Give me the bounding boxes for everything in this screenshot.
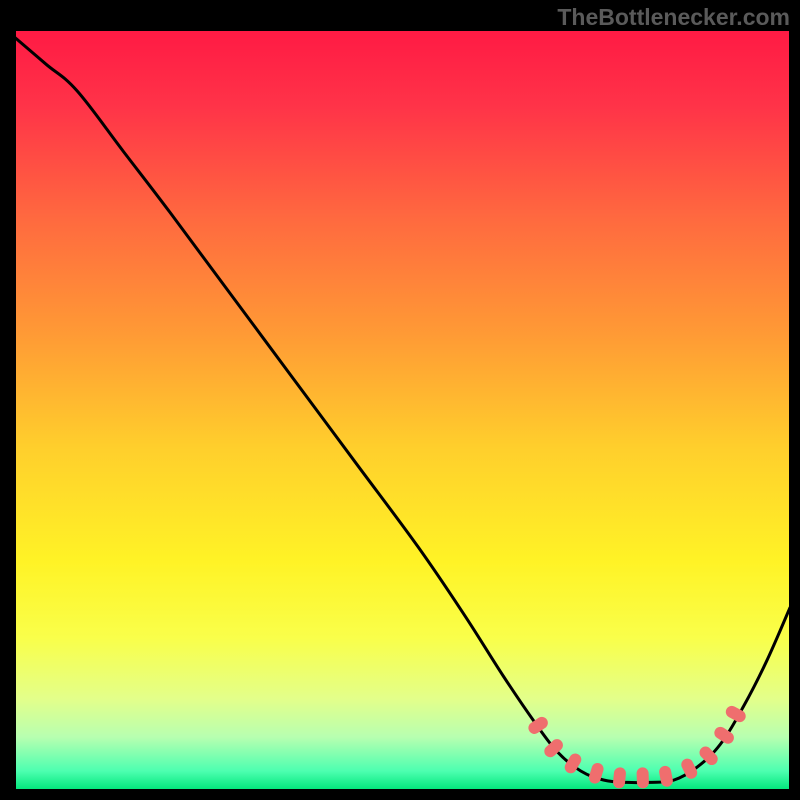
plot-background: [15, 30, 790, 790]
chart-container: TheBottlenecker.com: [0, 0, 800, 800]
marker: [636, 767, 649, 788]
watermark-text: TheBottlenecker.com: [557, 4, 790, 31]
chart-svg: [0, 0, 800, 800]
